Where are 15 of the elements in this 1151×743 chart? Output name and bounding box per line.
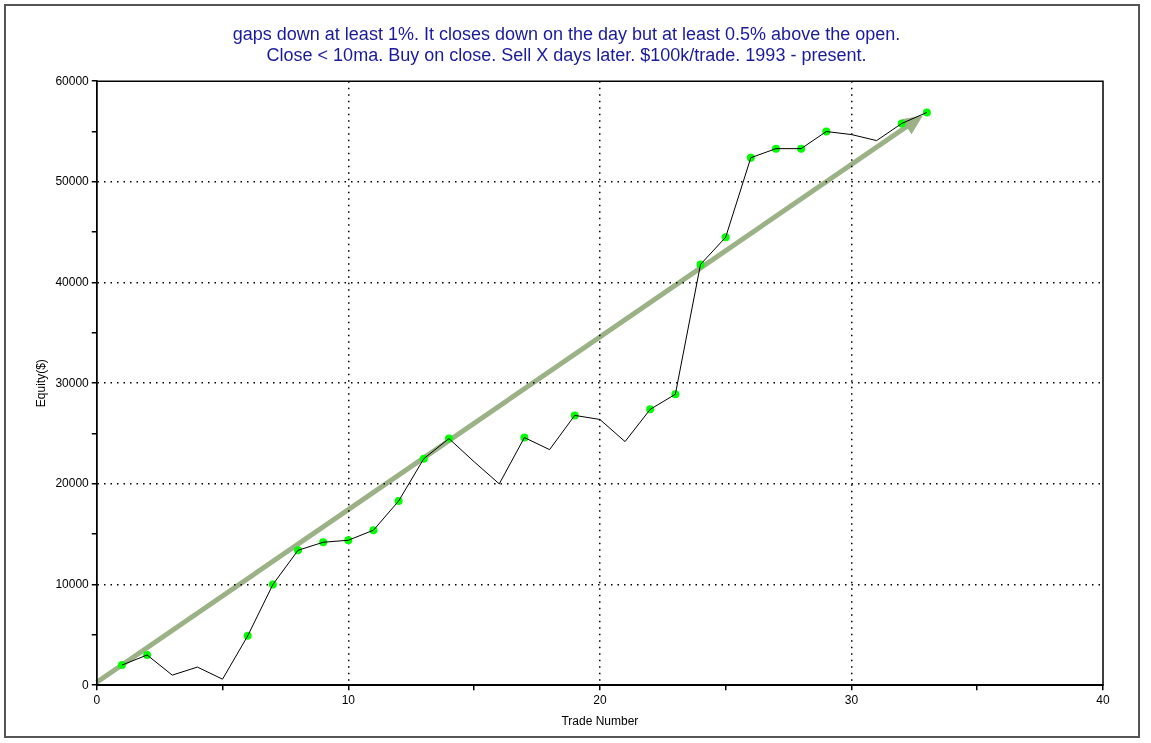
- x-tick-label: 20: [593, 692, 607, 707]
- x-tick-label: 30: [844, 692, 859, 707]
- y-axis-title: Equity($): [33, 359, 48, 408]
- x-tick-label: 0: [93, 692, 101, 707]
- x-tick-label: 10: [341, 692, 356, 707]
- y-tick-label: 30000: [55, 375, 90, 390]
- y-tick-label: 20000: [55, 476, 90, 491]
- x-tick-label: 40: [1096, 692, 1110, 707]
- y-tick-label: 0: [82, 677, 90, 692]
- x-axis-title: Trade Number: [561, 714, 639, 729]
- chart-title: gaps down at least 1%. It closes down on the day but at least 0.5% above the open. Close < 10ma. Buy on close. Sell X days later. $100k/trade. 1993 - present.: [232, 23, 901, 66]
- y-tick-label: 60000: [55, 73, 90, 88]
- y-tick-label: 40000: [55, 274, 90, 289]
- y-tick-label: 10000: [55, 576, 90, 591]
- y-tick-label: 50000: [55, 174, 90, 189]
